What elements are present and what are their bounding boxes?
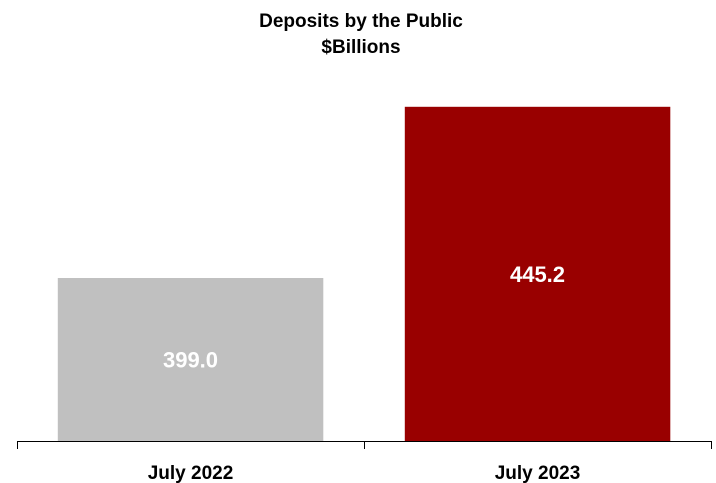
chart-subtitle: $Billions [321,37,400,58]
x-tick-label-1: July 2022 [148,463,234,483]
bar-2 [404,106,671,442]
data-label-2: 445.2 [510,262,565,287]
labels-group: 399.0 July 2022 445.2 July 2023 [148,262,581,483]
data-label-1: 399.0 [163,348,218,373]
x-tick-label-2: July 2023 [495,463,581,483]
bars-group [57,106,671,442]
bar-1 [57,278,324,441]
chart-title: Deposits by the Public [259,11,463,32]
x-axis [17,441,712,449]
